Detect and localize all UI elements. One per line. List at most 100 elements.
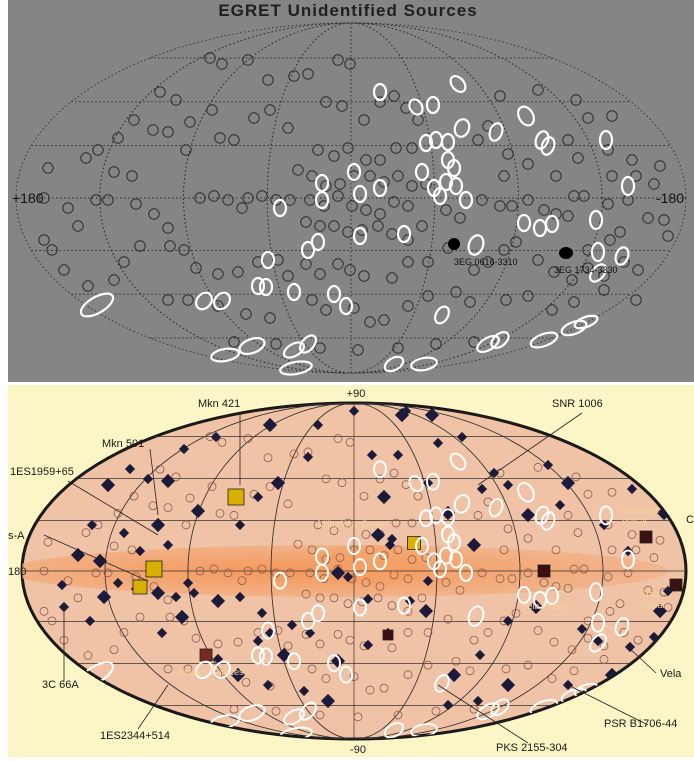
identified-source-circle bbox=[80, 152, 92, 164]
identified-source-circle bbox=[102, 194, 114, 206]
identified-source-circle bbox=[328, 150, 340, 162]
identified-source-circle bbox=[468, 264, 480, 276]
identified-source-circle bbox=[314, 342, 326, 354]
pulsar-square bbox=[639, 530, 653, 544]
unidentified-source-ellipse bbox=[544, 214, 560, 234]
catalog-source-circle bbox=[329, 526, 339, 536]
catalog-source-circle bbox=[315, 639, 325, 649]
identified-source-circle bbox=[288, 70, 300, 82]
catalog-source-circle bbox=[451, 656, 461, 666]
catalog-source-circle bbox=[361, 578, 371, 587]
unidentified-source-ellipse bbox=[213, 291, 231, 311]
lon-label-right: -180 bbox=[656, 190, 684, 206]
unidentified-source-ellipse bbox=[250, 276, 266, 296]
identified-source-circle bbox=[450, 286, 462, 298]
identified-source-circle bbox=[336, 100, 348, 112]
identified-source-circle bbox=[242, 192, 254, 204]
identified-source-circle bbox=[494, 200, 506, 212]
unidentified-source-ellipse bbox=[476, 702, 500, 721]
catalog-source-circle bbox=[337, 478, 347, 488]
identified-source-diamond bbox=[330, 653, 346, 669]
unidentified-source-ellipse bbox=[314, 190, 330, 210]
catalog-source-circle bbox=[631, 664, 641, 674]
identified-source-circle bbox=[378, 314, 390, 326]
unidentified-source-ellipse bbox=[589, 633, 607, 653]
unidentified-source-ellipse bbox=[433, 560, 447, 579]
catalog-source-circle bbox=[301, 589, 311, 599]
identified-source-circle bbox=[562, 134, 574, 146]
catalog-source-circle bbox=[649, 553, 659, 562]
catalog-source-circle bbox=[163, 595, 173, 605]
unidentified-source-ellipse bbox=[516, 213, 532, 233]
milky-way-label: Milky Way Center bbox=[318, 519, 388, 529]
identified-source-diamond bbox=[520, 507, 536, 523]
catalog-source-circle bbox=[307, 545, 317, 555]
catalog-source-circle bbox=[539, 578, 549, 587]
identified-source-circle bbox=[270, 338, 282, 350]
identified-source-circle bbox=[128, 114, 140, 126]
identified-source-circle bbox=[242, 54, 254, 66]
catalog-source-circle bbox=[353, 712, 363, 722]
pulsar-square bbox=[145, 560, 163, 578]
unidentified-source-ellipse bbox=[589, 582, 603, 603]
identified-source-diamond bbox=[96, 589, 112, 605]
identified-source-circle bbox=[602, 198, 614, 210]
identified-source-diamond bbox=[270, 475, 286, 491]
unidentified-source-ellipse bbox=[286, 282, 302, 302]
unidentified-source-ellipse bbox=[425, 95, 441, 115]
unidentified-source-ellipse bbox=[352, 226, 368, 246]
catalog-source-circle bbox=[63, 576, 73, 586]
unidentified-source-ellipse bbox=[383, 722, 405, 739]
identified-source-circle bbox=[598, 284, 610, 296]
map-title: EGRET Unidentified Sources bbox=[218, 1, 477, 20]
catalog-sources bbox=[39, 432, 673, 722]
unidentified-source-ellipse bbox=[440, 132, 456, 152]
unidentified-source-ellipse bbox=[372, 82, 388, 102]
catalog-source-circle bbox=[329, 593, 339, 603]
crab-cut-label: C bbox=[686, 514, 694, 526]
catalog-source-circle bbox=[563, 583, 573, 593]
catalog-source-circle bbox=[181, 520, 191, 530]
identified-source-circle bbox=[320, 96, 332, 108]
unidentified-source-ellipse bbox=[410, 356, 438, 372]
unidentified-source-ellipse bbox=[339, 665, 353, 684]
identified-source-circle bbox=[304, 194, 316, 206]
identified-source-circle bbox=[206, 104, 218, 116]
catalog-source-circle bbox=[39, 566, 49, 576]
unidentified-source-ellipse bbox=[299, 701, 317, 721]
source-marker-1734 bbox=[559, 247, 573, 259]
identified-source-circle bbox=[162, 126, 174, 138]
catalog-source-circle bbox=[523, 660, 533, 670]
unidentified-source-ellipse bbox=[353, 598, 367, 617]
unidentified-source-ellipse bbox=[259, 647, 273, 666]
unidentified-source-ellipse bbox=[449, 452, 467, 471]
es2344-label: 1ES2344+514 bbox=[100, 730, 170, 742]
identified-source-circle bbox=[498, 244, 510, 256]
catalog-source-circle bbox=[135, 612, 145, 622]
identified-source-circle bbox=[334, 178, 346, 190]
unidentified-source-ellipse bbox=[310, 232, 326, 252]
identified-source-diamond bbox=[474, 649, 486, 661]
identified-source-circle bbox=[154, 86, 166, 98]
identified-source-circle bbox=[180, 144, 192, 156]
identified-source-circle bbox=[360, 204, 372, 216]
unidentified-source-ellipse bbox=[353, 558, 367, 577]
identified-source-circle bbox=[332, 190, 344, 202]
unidentified-source-ellipse bbox=[283, 708, 305, 726]
identified-source-circle bbox=[386, 272, 398, 284]
identified-source-circle bbox=[216, 58, 228, 70]
lat-label-top: +90 bbox=[347, 388, 366, 400]
catalog-source-circle bbox=[549, 637, 559, 647]
identified-source-diamond bbox=[150, 585, 166, 601]
identified-source-diamond bbox=[472, 695, 484, 707]
identified-source-diamond bbox=[362, 639, 374, 651]
unidentified-source-ellipse bbox=[195, 660, 213, 680]
unidentified-source-ellipse bbox=[415, 537, 429, 556]
catalog-source-circle bbox=[83, 651, 93, 660]
catalog-source-circle bbox=[655, 535, 665, 545]
catalog-source-circle bbox=[599, 654, 609, 664]
catalog-source-circle bbox=[443, 614, 453, 624]
catalog-source-circle bbox=[423, 628, 433, 637]
catalog-source-circle bbox=[243, 566, 253, 576]
catalog-source-circle bbox=[109, 645, 119, 655]
